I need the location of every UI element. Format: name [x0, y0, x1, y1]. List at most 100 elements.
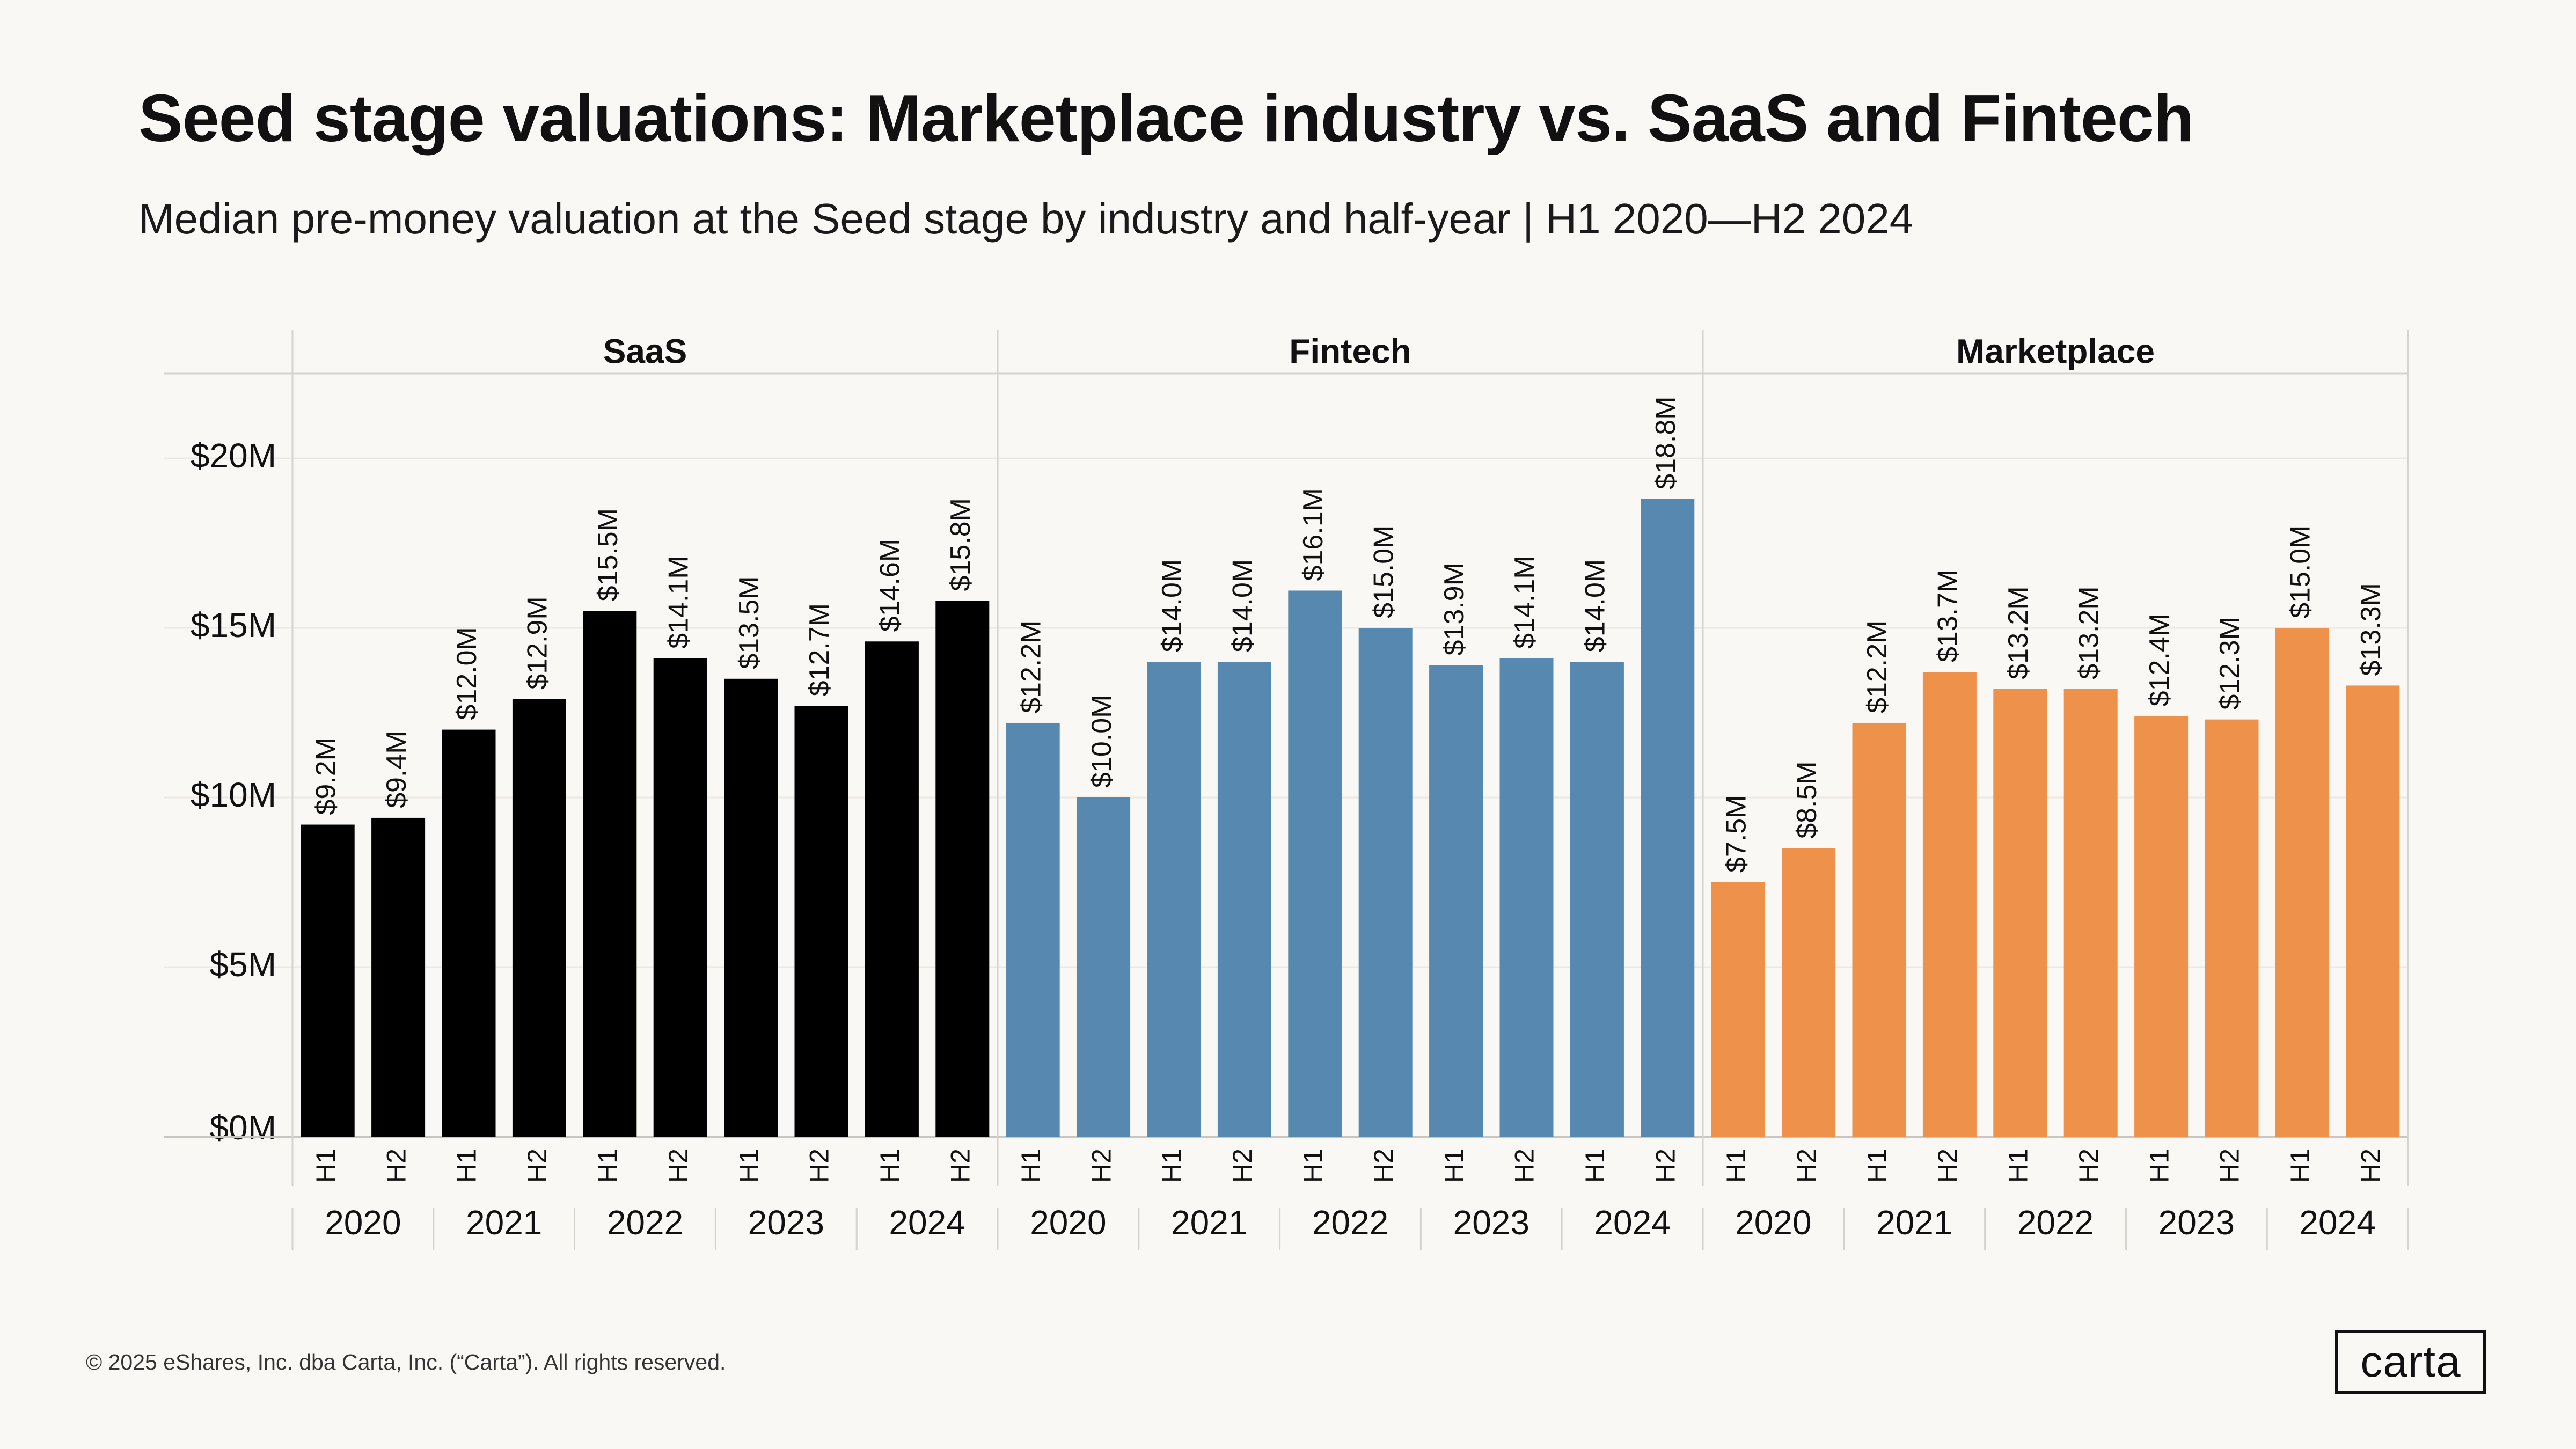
bar-fintech	[1006, 722, 1060, 1137]
half-label: H2	[1510, 1148, 1540, 1183]
data-label: $15.5M	[592, 508, 624, 601]
half-label: H2	[1368, 1148, 1399, 1183]
half-label: H2	[2215, 1148, 2245, 1183]
data-label: $14.1M	[1509, 555, 1540, 648]
half-label: H2	[804, 1148, 835, 1183]
half-label: H2	[1227, 1148, 1257, 1183]
year-label: 2024	[889, 1203, 965, 1242]
y-tick-label: $10M	[191, 775, 276, 814]
bar-marketplace	[1782, 848, 1836, 1137]
half-label: H2	[1791, 1148, 1821, 1183]
half-label: H2	[1086, 1148, 1116, 1183]
chart-subtitle: Median pre-money valuation at the Seed s…	[138, 195, 1914, 243]
bar-fintech	[1641, 499, 1695, 1137]
data-label: $12.7M	[804, 603, 835, 696]
bar-marketplace	[2205, 719, 2259, 1137]
bar-fintech	[1570, 662, 1624, 1137]
y-tick-label: $0M	[210, 1108, 277, 1147]
bar-marketplace	[1922, 672, 1977, 1137]
half-label: H1	[734, 1148, 764, 1183]
chart-title: Seed stage valuations: Marketplace indus…	[138, 82, 2194, 156]
half-label: H1	[1157, 1148, 1187, 1183]
bar-saas	[583, 611, 637, 1137]
half-label: H2	[2356, 1148, 2386, 1183]
year-label: 2021	[1876, 1203, 1952, 1242]
data-label: $13.9M	[1439, 562, 1470, 655]
y-tick-label: $20M	[191, 436, 276, 475]
bar-saas	[865, 641, 919, 1137]
data-label: $12.2M	[1862, 620, 1893, 713]
half-label: H2	[1651, 1148, 1681, 1183]
half-label: H1	[2285, 1148, 2315, 1183]
data-label: $14.6M	[875, 539, 906, 632]
year-label: 2023	[748, 1203, 824, 1242]
half-label: H2	[381, 1148, 411, 1183]
bar-saas	[371, 817, 426, 1137]
data-label: $12.9M	[522, 596, 553, 689]
data-label: $13.2M	[2003, 586, 2034, 679]
year-label: 2024	[1594, 1203, 1670, 1242]
half-label: H1	[452, 1148, 482, 1183]
bar-saas	[512, 699, 566, 1137]
data-label: $14.0M	[1157, 559, 1188, 652]
data-label: $9.4M	[381, 730, 412, 808]
bar-marketplace	[2063, 689, 2118, 1137]
bar-saas	[935, 601, 990, 1137]
bar-marketplace	[2275, 628, 2329, 1137]
data-label: $15.8M	[945, 498, 976, 591]
half-label: H1	[1016, 1148, 1046, 1183]
data-label: $12.0M	[451, 627, 482, 720]
data-label: $15.0M	[1368, 525, 1399, 618]
bar-fintech	[1077, 797, 1131, 1137]
year-label: 2021	[1171, 1203, 1247, 1242]
year-label: 2023	[1453, 1203, 1529, 1242]
half-label: H2	[1933, 1148, 1963, 1183]
year-label: 2023	[2158, 1203, 2235, 1242]
data-label: $13.5M	[734, 576, 765, 669]
year-label: 2021	[466, 1203, 542, 1242]
data-label: $12.2M	[1015, 620, 1046, 713]
data-label: $15.0M	[2285, 525, 2316, 618]
bar-marketplace	[1993, 689, 2047, 1137]
data-label: $10.0M	[1086, 695, 1117, 788]
data-label: $13.7M	[1933, 569, 1964, 662]
half-label: H2	[2074, 1148, 2104, 1183]
bar-saas	[794, 706, 848, 1137]
bar-saas	[724, 678, 778, 1137]
half-label: H1	[875, 1148, 905, 1183]
data-label: $12.3M	[2214, 617, 2245, 709]
year-label: 2022	[607, 1203, 683, 1242]
half-label: H2	[522, 1148, 552, 1183]
half-label: H1	[1298, 1148, 1328, 1183]
year-label: 2022	[2017, 1203, 2094, 1242]
year-label: 2024	[2299, 1203, 2375, 1242]
data-label: $9.2M	[310, 737, 341, 815]
year-label: 2020	[1735, 1203, 1811, 1242]
bar-saas	[442, 729, 496, 1137]
y-tick-label: $5M	[210, 945, 277, 984]
carta-logo: carta	[2335, 1330, 2486, 1394]
bar-fintech	[1217, 662, 1271, 1137]
bar-saas	[653, 658, 707, 1137]
bar-fintech	[1147, 662, 1201, 1137]
data-label: $18.8M	[1650, 396, 1681, 489]
bar-fintech	[1288, 590, 1342, 1137]
data-label: $13.2M	[2073, 586, 2104, 679]
data-label: $14.0M	[1227, 559, 1258, 652]
bar-fintech	[1429, 665, 1483, 1137]
panel-header-saas: SaaS	[603, 332, 687, 370]
data-label: $7.5M	[1721, 795, 1752, 873]
year-label: 2022	[1312, 1203, 1388, 1242]
logo-text: carta	[2360, 1337, 2461, 1386]
bar-fintech	[1499, 658, 1554, 1137]
data-label: $14.1M	[663, 555, 694, 648]
y-tick-label: $15M	[191, 606, 276, 645]
half-label: H1	[1862, 1148, 1892, 1183]
bar-marketplace	[1711, 882, 1765, 1137]
half-label: H1	[1721, 1148, 1751, 1183]
bar-marketplace	[2134, 716, 2189, 1137]
year-label: 2020	[325, 1203, 401, 1242]
panel-header-fintech: Fintech	[1289, 332, 1411, 370]
bar-fintech	[1358, 628, 1413, 1137]
